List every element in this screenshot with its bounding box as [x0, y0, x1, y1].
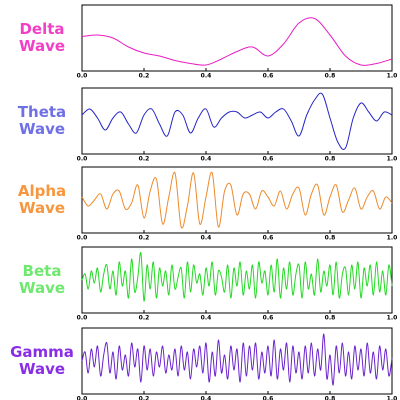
x-tick-label: 0.2 — [139, 235, 150, 242]
x-tick-label: 0.6 — [263, 73, 274, 80]
x-tick-label: 1.0 — [387, 73, 398, 80]
x-tick-label: 0.6 — [263, 396, 274, 400]
x-tick-label: 0.0 — [77, 396, 88, 400]
x-tick-label: 0.2 — [139, 73, 150, 80]
plot-frame — [81, 246, 393, 314]
wave-label: Wave — [19, 120, 65, 138]
wave-label: Wave — [19, 199, 65, 217]
plot-frame — [81, 4, 393, 72]
wave-label: Alpha — [18, 182, 66, 200]
x-tick-label: 0.4 — [201, 396, 212, 400]
wave-label: Theta — [18, 103, 66, 121]
x-tick-label: 0.4 — [201, 235, 212, 242]
x-tick-label: 1.0 — [387, 315, 398, 322]
wave-label: Wave — [19, 279, 65, 297]
wave-line — [81, 92, 393, 150]
x-tick-label: 0.2 — [139, 315, 150, 322]
x-tick-label: 0.8 — [325, 396, 336, 400]
plot-frame — [81, 327, 393, 395]
wave-line — [81, 333, 393, 386]
wave-label: Wave — [19, 37, 65, 55]
x-tick-label: 0.8 — [325, 235, 336, 242]
plot-frame — [81, 166, 393, 234]
wave-line — [81, 171, 393, 229]
wave-label: Delta — [19, 20, 64, 38]
wave-label: Wave — [19, 360, 65, 378]
x-tick-label: 0.6 — [263, 315, 274, 322]
x-tick-label: 0.0 — [77, 156, 88, 163]
x-tick-label: 1.0 — [387, 156, 398, 163]
wave-label: Gamma — [10, 343, 74, 361]
x-tick-label: 0.6 — [263, 235, 274, 242]
x-tick-label: 0.0 — [77, 235, 88, 242]
wave-line — [81, 252, 393, 302]
x-tick-label: 1.0 — [387, 396, 398, 400]
x-tick-label: 0.8 — [325, 315, 336, 322]
x-tick-label: 1.0 — [387, 235, 398, 242]
x-tick-label: 0.4 — [201, 156, 212, 163]
x-tick-label: 0.8 — [325, 73, 336, 80]
x-tick-label: 0.2 — [139, 396, 150, 400]
x-tick-label: 0.4 — [201, 315, 212, 322]
x-tick-label: 0.0 — [77, 315, 88, 322]
x-tick-label: 0.2 — [139, 156, 150, 163]
x-tick-label: 0.8 — [325, 156, 336, 163]
plot-frame — [81, 87, 393, 155]
x-tick-label: 0.0 — [77, 73, 88, 80]
wave-label: Beta — [23, 262, 62, 280]
x-tick-label: 0.6 — [263, 156, 274, 163]
x-tick-label: 0.4 — [201, 73, 212, 80]
wave-line — [81, 17, 393, 66]
